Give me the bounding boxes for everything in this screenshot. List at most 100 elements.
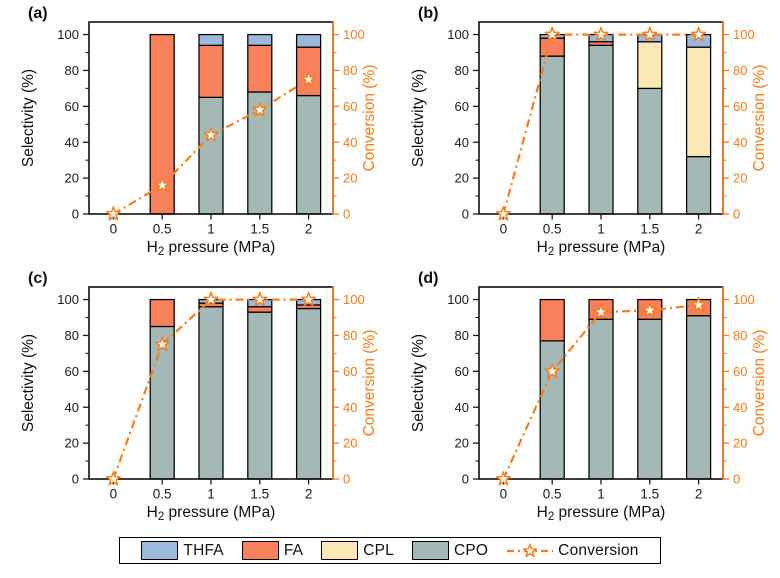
y-tick-label-left: 100 <box>57 27 79 42</box>
bar-segment-cpo <box>295 94 322 215</box>
x-tick-label: 1.5 <box>640 222 659 237</box>
conversion-star <box>593 304 609 319</box>
y-tick-label-right: 40 <box>343 135 357 150</box>
conversion-line-sample <box>506 542 554 560</box>
y-tick-label-right: 60 <box>343 364 357 379</box>
legend-label-thfa: THFA <box>183 541 224 559</box>
y-tick-label-right: 0 <box>733 472 740 487</box>
conversion-line <box>502 303 699 480</box>
y-tick-label-right: 80 <box>733 328 747 343</box>
y-tick-label-left: 0 <box>462 472 469 487</box>
bar-segment-cpo <box>637 87 663 215</box>
bar-segment-cpl <box>637 41 663 90</box>
x-tick-label: 1 <box>597 487 605 502</box>
y-tick-label-left: 80 <box>455 328 469 343</box>
bar-segment-cpl <box>685 46 712 158</box>
x-tick-label: 0.5 <box>543 222 562 237</box>
y-tick-label-left: 40 <box>455 135 469 150</box>
x-tick-label: 2 <box>695 222 703 237</box>
cpo-swatch <box>411 541 449 560</box>
y-axis-title-right: Conversion (%) <box>751 330 768 437</box>
bar-segment-fa <box>247 44 273 93</box>
conversion-star <box>203 291 219 307</box>
y-tick-label-left: 0 <box>72 207 79 222</box>
panel-b-chart: 0 0 20 20 40 40 60 60 80 80 100 100 0 0.5 1 1.5 2 Selecti… <box>410 5 768 258</box>
bar-segment-fa <box>198 44 224 98</box>
legend-label-conversion: Conversion <box>558 541 639 559</box>
y-axis-title-left: Selectivity (%) <box>20 69 37 167</box>
legend-item-conversion: Conversion <box>506 542 638 560</box>
bar-segment-cpo <box>247 311 273 480</box>
y-tick-label-right: 60 <box>733 364 747 379</box>
x-tick-label: 0.5 <box>153 487 172 502</box>
y-tick-label-right: 20 <box>733 436 747 451</box>
legend-item-thfa: THFA <box>141 541 224 560</box>
x-tick-label: 1.5 <box>250 222 269 237</box>
x-tick-label: 0 <box>500 222 508 237</box>
legend-item-cpl: CPL <box>321 541 394 560</box>
y-axis-title-right: Conversion (%) <box>361 330 378 437</box>
panel-label: (a) <box>28 5 48 22</box>
y-tick-label-right: 80 <box>733 63 747 78</box>
y-tick-label-right: 100 <box>733 27 755 42</box>
x-tick-label: 0.5 <box>543 487 562 502</box>
x-axis-title: H2 pressure (MPa) <box>147 504 276 523</box>
bar-segment-cpo <box>637 318 663 480</box>
y-tick-label-left: 60 <box>65 364 79 379</box>
y-tick-label-right: 0 <box>343 207 350 222</box>
conversion-star <box>691 26 707 42</box>
conversion-line <box>112 298 309 480</box>
y-tick-label-left: 40 <box>65 135 79 150</box>
y-tick-label-right: 0 <box>733 207 740 222</box>
bar-segment-cpo <box>198 96 224 215</box>
y-tick-label-right: 60 <box>343 99 357 114</box>
fa-swatch <box>241 541 279 560</box>
thfa-swatch <box>141 541 179 560</box>
conversion-line-star-icon <box>507 543 554 557</box>
x-tick-label: 0 <box>500 487 508 502</box>
y-tick-label-right: 100 <box>343 292 365 307</box>
y-axis-title-left: Selectivity (%) <box>410 69 427 167</box>
conversion-star <box>203 127 219 142</box>
y-tick-label-right: 100 <box>343 27 365 42</box>
y-axis-title-right: Conversion (%) <box>751 65 768 172</box>
bar-segment-thfa <box>198 33 224 46</box>
bar-segment-fa <box>149 298 175 328</box>
y-tick-label-left: 20 <box>65 436 79 451</box>
panel-label: (d) <box>418 270 438 287</box>
y-tick-label-left: 100 <box>57 292 79 307</box>
panel-a-chart: 0 0 20 20 40 40 60 60 80 80 100 100 0 0.5 1 1.5 2 Selecti… <box>20 5 378 258</box>
legend-label-cpo: CPO <box>453 541 489 559</box>
conversion-star <box>105 471 121 486</box>
y-tick-label-right: 40 <box>733 135 747 150</box>
y-tick-label-right: 40 <box>733 400 747 415</box>
y-tick-label-right: 60 <box>733 99 747 114</box>
y-tick-label-left: 40 <box>65 400 79 415</box>
y-tick-label-right: 0 <box>343 472 350 487</box>
x-tick-label: 1 <box>597 222 605 237</box>
x-tick-label: 2 <box>695 487 703 502</box>
conversion-star <box>252 291 268 307</box>
y-tick-label-right: 80 <box>343 328 357 343</box>
y-tick-label-left: 20 <box>455 171 469 186</box>
x-tick-label: 0 <box>110 222 118 237</box>
conversion-star <box>642 302 658 317</box>
legend: THFA FA CPL CPO Conversion <box>119 537 661 564</box>
panel-label: (c) <box>28 270 48 287</box>
x-axis-title: H2 pressure (MPa) <box>537 239 666 258</box>
x-tick-label: 2 <box>305 222 313 237</box>
y-axis-title-left: Selectivity (%) <box>20 334 37 432</box>
bar-segment-cpo <box>588 44 614 215</box>
y-axis-title-left: Selectivity (%) <box>410 334 427 432</box>
legend-item-cpo: CPO <box>411 541 489 560</box>
conversion-star <box>593 26 609 42</box>
bar-segment-cpo <box>685 155 712 215</box>
x-axis-title: H2 pressure (MPa) <box>147 239 276 258</box>
x-tick-label: 1.5 <box>640 487 659 502</box>
y-tick-label-right: 100 <box>733 292 755 307</box>
conversion-star <box>544 363 560 378</box>
y-tick-label-left: 60 <box>455 364 469 379</box>
conversion-star <box>691 297 707 312</box>
x-tick-label: 1.5 <box>250 487 269 502</box>
y-tick-label-left: 80 <box>65 63 79 78</box>
